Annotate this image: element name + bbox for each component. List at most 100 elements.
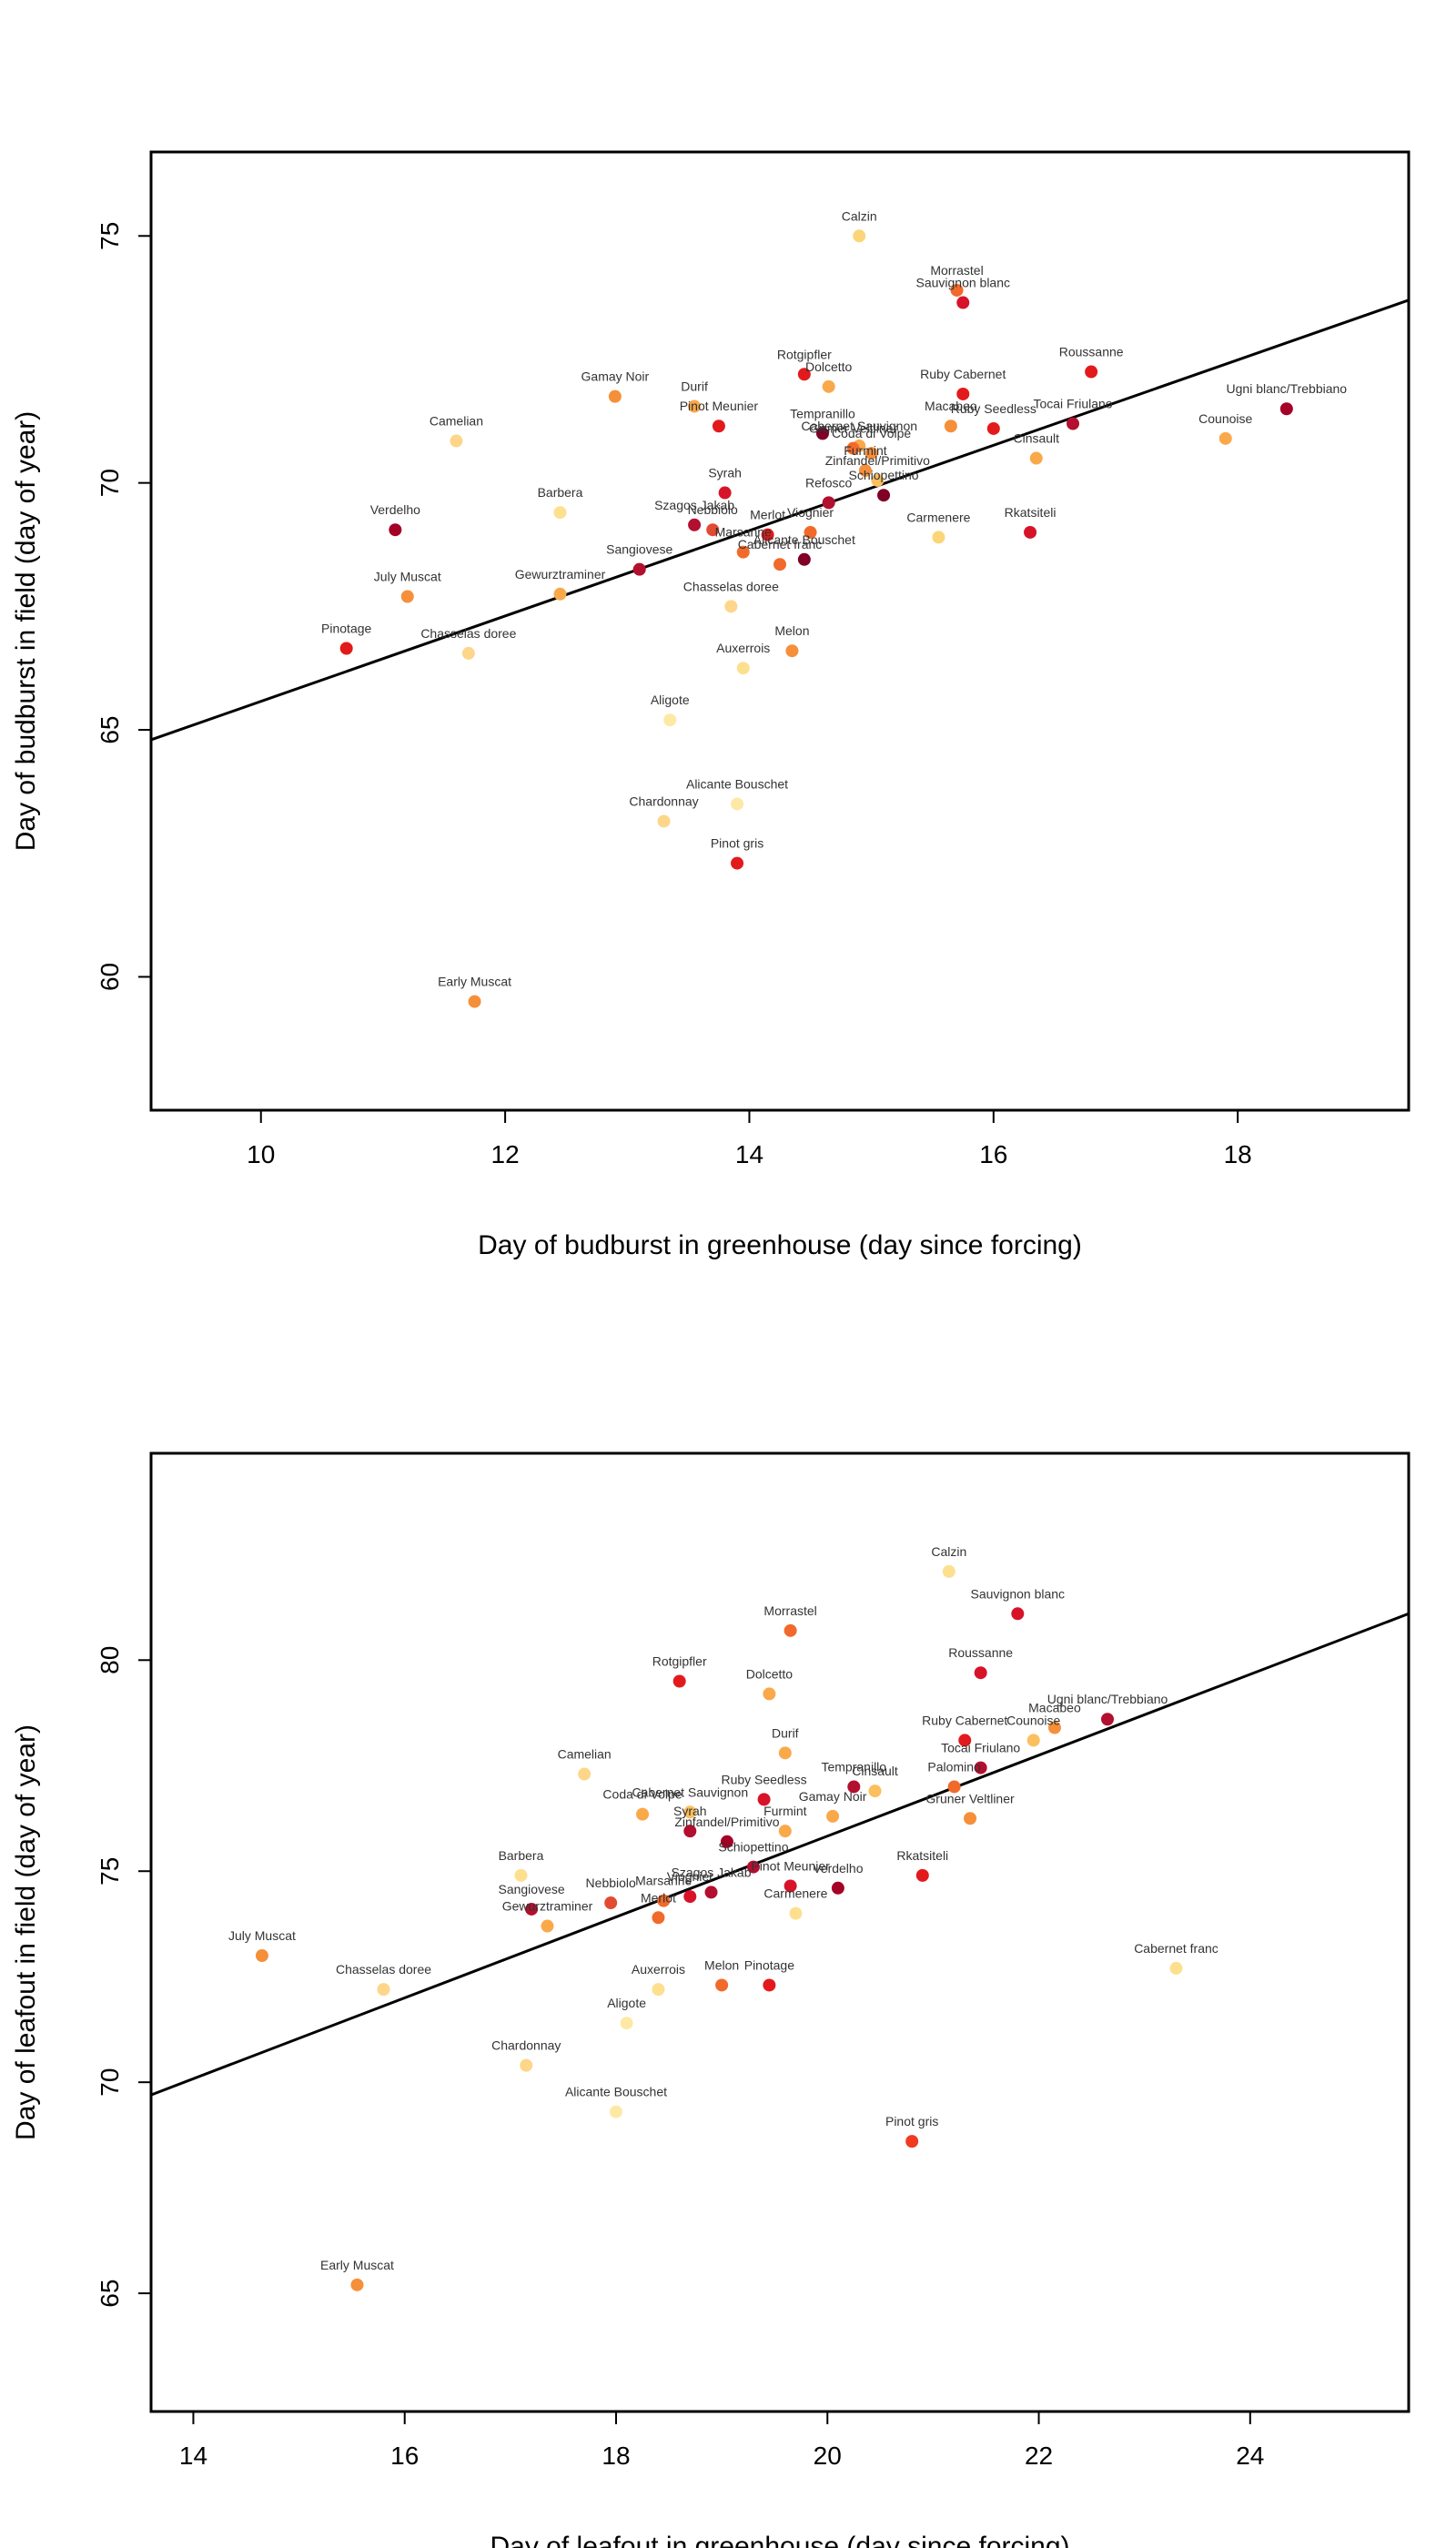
- leafout-point-label: Alicante Bouschet: [565, 2085, 667, 2099]
- leafout-point-label: Gewurztraminer: [502, 1899, 593, 1914]
- leafout-point-label: Chardonnay: [491, 2038, 561, 2053]
- budburst-point-pinot-gris: Pinot gris: [711, 836, 763, 870]
- leafout-y-tick-label: 75: [96, 1857, 124, 1886]
- budburst-point-label: Rkatsiteli: [1005, 505, 1057, 520]
- budburst-point-verdelho: Verdelho: [370, 502, 420, 537]
- leafout-point-szagos-jakab: Szagos Jakab: [672, 1865, 752, 1899]
- budburst-point-marker: [1067, 417, 1080, 430]
- leafout-point-aligote: Aligote: [607, 1996, 646, 2030]
- budburst-point-morrastel: Morrastel: [930, 263, 984, 297]
- leafout-y-tick-label: 65: [96, 2280, 124, 2308]
- leafout-point-label: Camelian: [558, 1747, 612, 1762]
- budburst-x-tick-label: 18: [1224, 1140, 1252, 1168]
- budburst-point-rkatsiteli: Rkatsiteli: [1005, 505, 1057, 539]
- leafout-point-marker: [1101, 1713, 1115, 1726]
- budburst-point-camelian: Camelian: [430, 414, 483, 448]
- leafout-point-label: Gamay Noir: [799, 1789, 867, 1804]
- budburst-point-pinot-meunier: Pinot Meunier: [680, 399, 758, 433]
- leafout-point-marker: [620, 2017, 633, 2030]
- leafout-point-alicante-bouschet: Alicante Bouschet: [565, 2085, 667, 2118]
- budburst-point-marker: [688, 399, 702, 413]
- budburst-point-label: Cabernet Sauvignon: [801, 419, 917, 433]
- leafout-point-marker: [868, 1785, 882, 1798]
- budburst-y-tick-label: 75: [96, 222, 124, 250]
- budburst-point-marker: [736, 545, 750, 559]
- leafout-point-cabernet-franc: Cabernet franc: [1134, 1941, 1218, 1975]
- budburst-point-marker: [774, 558, 786, 571]
- leafout-point-sauvignon-blanc: Sauvignon blanc: [971, 1586, 1066, 1621]
- leafout-x-axis: 14 16 18 20 22 24: [179, 2412, 1264, 2470]
- leafout-point-marsanne: Marsanne: [635, 1874, 693, 1907]
- budburst-point-label: Zinfandel/Primitivo: [825, 453, 930, 468]
- budburst-point-schiopettino: Schiopettino: [849, 468, 919, 502]
- budburst-point-label: Viognier: [787, 505, 834, 520]
- leafout-point-tempranillo: Tempranillo: [821, 1759, 886, 1794]
- leafout-point-marker: [609, 2105, 622, 2118]
- leafout-point-cabernet-sauvignon: Cabernet Sauvignon: [632, 1785, 748, 1819]
- budburst-point-label: Calzin: [842, 208, 877, 223]
- budburst-point-label: Chasselas doree: [420, 626, 516, 641]
- leafout-panel: Calzin Sauvignon blanc Morrastel Roussanne R…: [11, 1451, 1410, 2548]
- leafout-x-tick-label: 16: [390, 2442, 419, 2470]
- leafout-point-label: Verdelho: [813, 1861, 863, 1876]
- budburst-point-chasselas-doree: Chasselas doree: [420, 626, 517, 660]
- budburst-point-marker: [657, 814, 671, 828]
- leafout-point-marker: [672, 1674, 686, 1688]
- leafout-plot-area: Calzin Sauvignon blanc Morrastel Roussanne R…: [150, 1544, 1410, 2291]
- leafout-point-label: Sauvignon blanc: [971, 1586, 1066, 1601]
- budburst-point-marker: [804, 525, 817, 539]
- budburst-point-marker: [846, 441, 860, 455]
- leafout-point-label: Schiopettino: [718, 1840, 788, 1855]
- leafout-y-tick-label: 80: [96, 1646, 124, 1674]
- leafout-point-marker: [763, 1978, 776, 1992]
- leafout-point-macabeo: Macabeo: [1028, 1701, 1081, 1734]
- leafout-point-label: Early Muscat: [320, 2258, 394, 2272]
- leafout-point-marker: [578, 1767, 592, 1781]
- leafout-point-label: Syrah: [673, 1804, 707, 1818]
- leafout-point-ugni-blanc-trebbiano: Ugni blanc/Trebbiano: [1047, 1692, 1168, 1726]
- leafout-point-pinotage: Pinotage: [744, 1957, 794, 1992]
- leafout-regression-line: [150, 1612, 1410, 2097]
- budburst-point-label: Szagos Jakab: [654, 498, 734, 512]
- budburst-point-label: Aligote: [651, 693, 690, 707]
- budburst-point-label: Marsanne: [715, 525, 772, 540]
- leafout-x-tick-label: 14: [179, 2442, 207, 2470]
- leafout-point-label: July Muscat: [228, 1928, 296, 1943]
- budburst-point-label: Ugni blanc/Trebbiano: [1227, 381, 1348, 396]
- budburst-point-marker: [956, 387, 970, 400]
- budburst-point-cabernet-franc: Cabernet franc: [738, 537, 822, 571]
- leafout-point-dolcetto: Dolcetto: [746, 1666, 793, 1701]
- leafout-point-label: Szagos Jakab: [672, 1865, 752, 1879]
- budburst-point-marker: [785, 644, 799, 658]
- budburst-point-furmint: Furmint: [844, 443, 887, 478]
- leafout-point-marker: [1169, 1961, 1183, 1975]
- leafout-point-label: Aligote: [607, 1996, 646, 2010]
- leafout-point-label: Sangiovese: [498, 1882, 564, 1896]
- budburst-point-syrah: Syrah: [708, 466, 742, 500]
- leafout-point-label: Carmenere: [763, 1886, 827, 1901]
- budburst-point-ugni-blanc-trebbiano: Ugni blanc/Trebbiano: [1227, 381, 1348, 416]
- budburst-point-marker: [468, 995, 481, 1008]
- budburst-point-label: Auxerrois: [716, 641, 770, 655]
- budburst-point-label: Macabeo: [925, 399, 977, 413]
- budburst-x-tick-label: 14: [735, 1140, 763, 1168]
- leafout-point-label: Gruner Veltliner: [925, 1791, 1015, 1805]
- leafout-point-marker: [652, 1911, 665, 1925]
- budburst-x-axis: 10 12 14 16 18: [247, 1110, 1252, 1168]
- budburst-point-label: Refosco: [805, 475, 853, 490]
- budburst-point-marker: [461, 646, 475, 660]
- budburst-x-tick-label: 12: [491, 1140, 520, 1168]
- budburst-point-marker: [400, 590, 414, 603]
- leafout-point-marker: [942, 1564, 956, 1578]
- budburst-point-july-muscat: July Muscat: [374, 570, 441, 603]
- leafout-point-marker: [947, 1780, 961, 1794]
- leafout-point-calzin: Calzin: [931, 1544, 966, 1578]
- budburst-point-marker: [553, 506, 567, 520]
- budburst-point-label: Rotgipfler: [777, 347, 832, 361]
- leafout-point-marker: [1047, 1721, 1061, 1734]
- budburst-point-pinotage: Pinotage: [321, 621, 372, 655]
- budburst-point-macabeo: Macabeo: [925, 399, 977, 433]
- budburst-point-marker: [339, 642, 353, 655]
- leafout-point-carmenere: Carmenere: [763, 1886, 828, 1920]
